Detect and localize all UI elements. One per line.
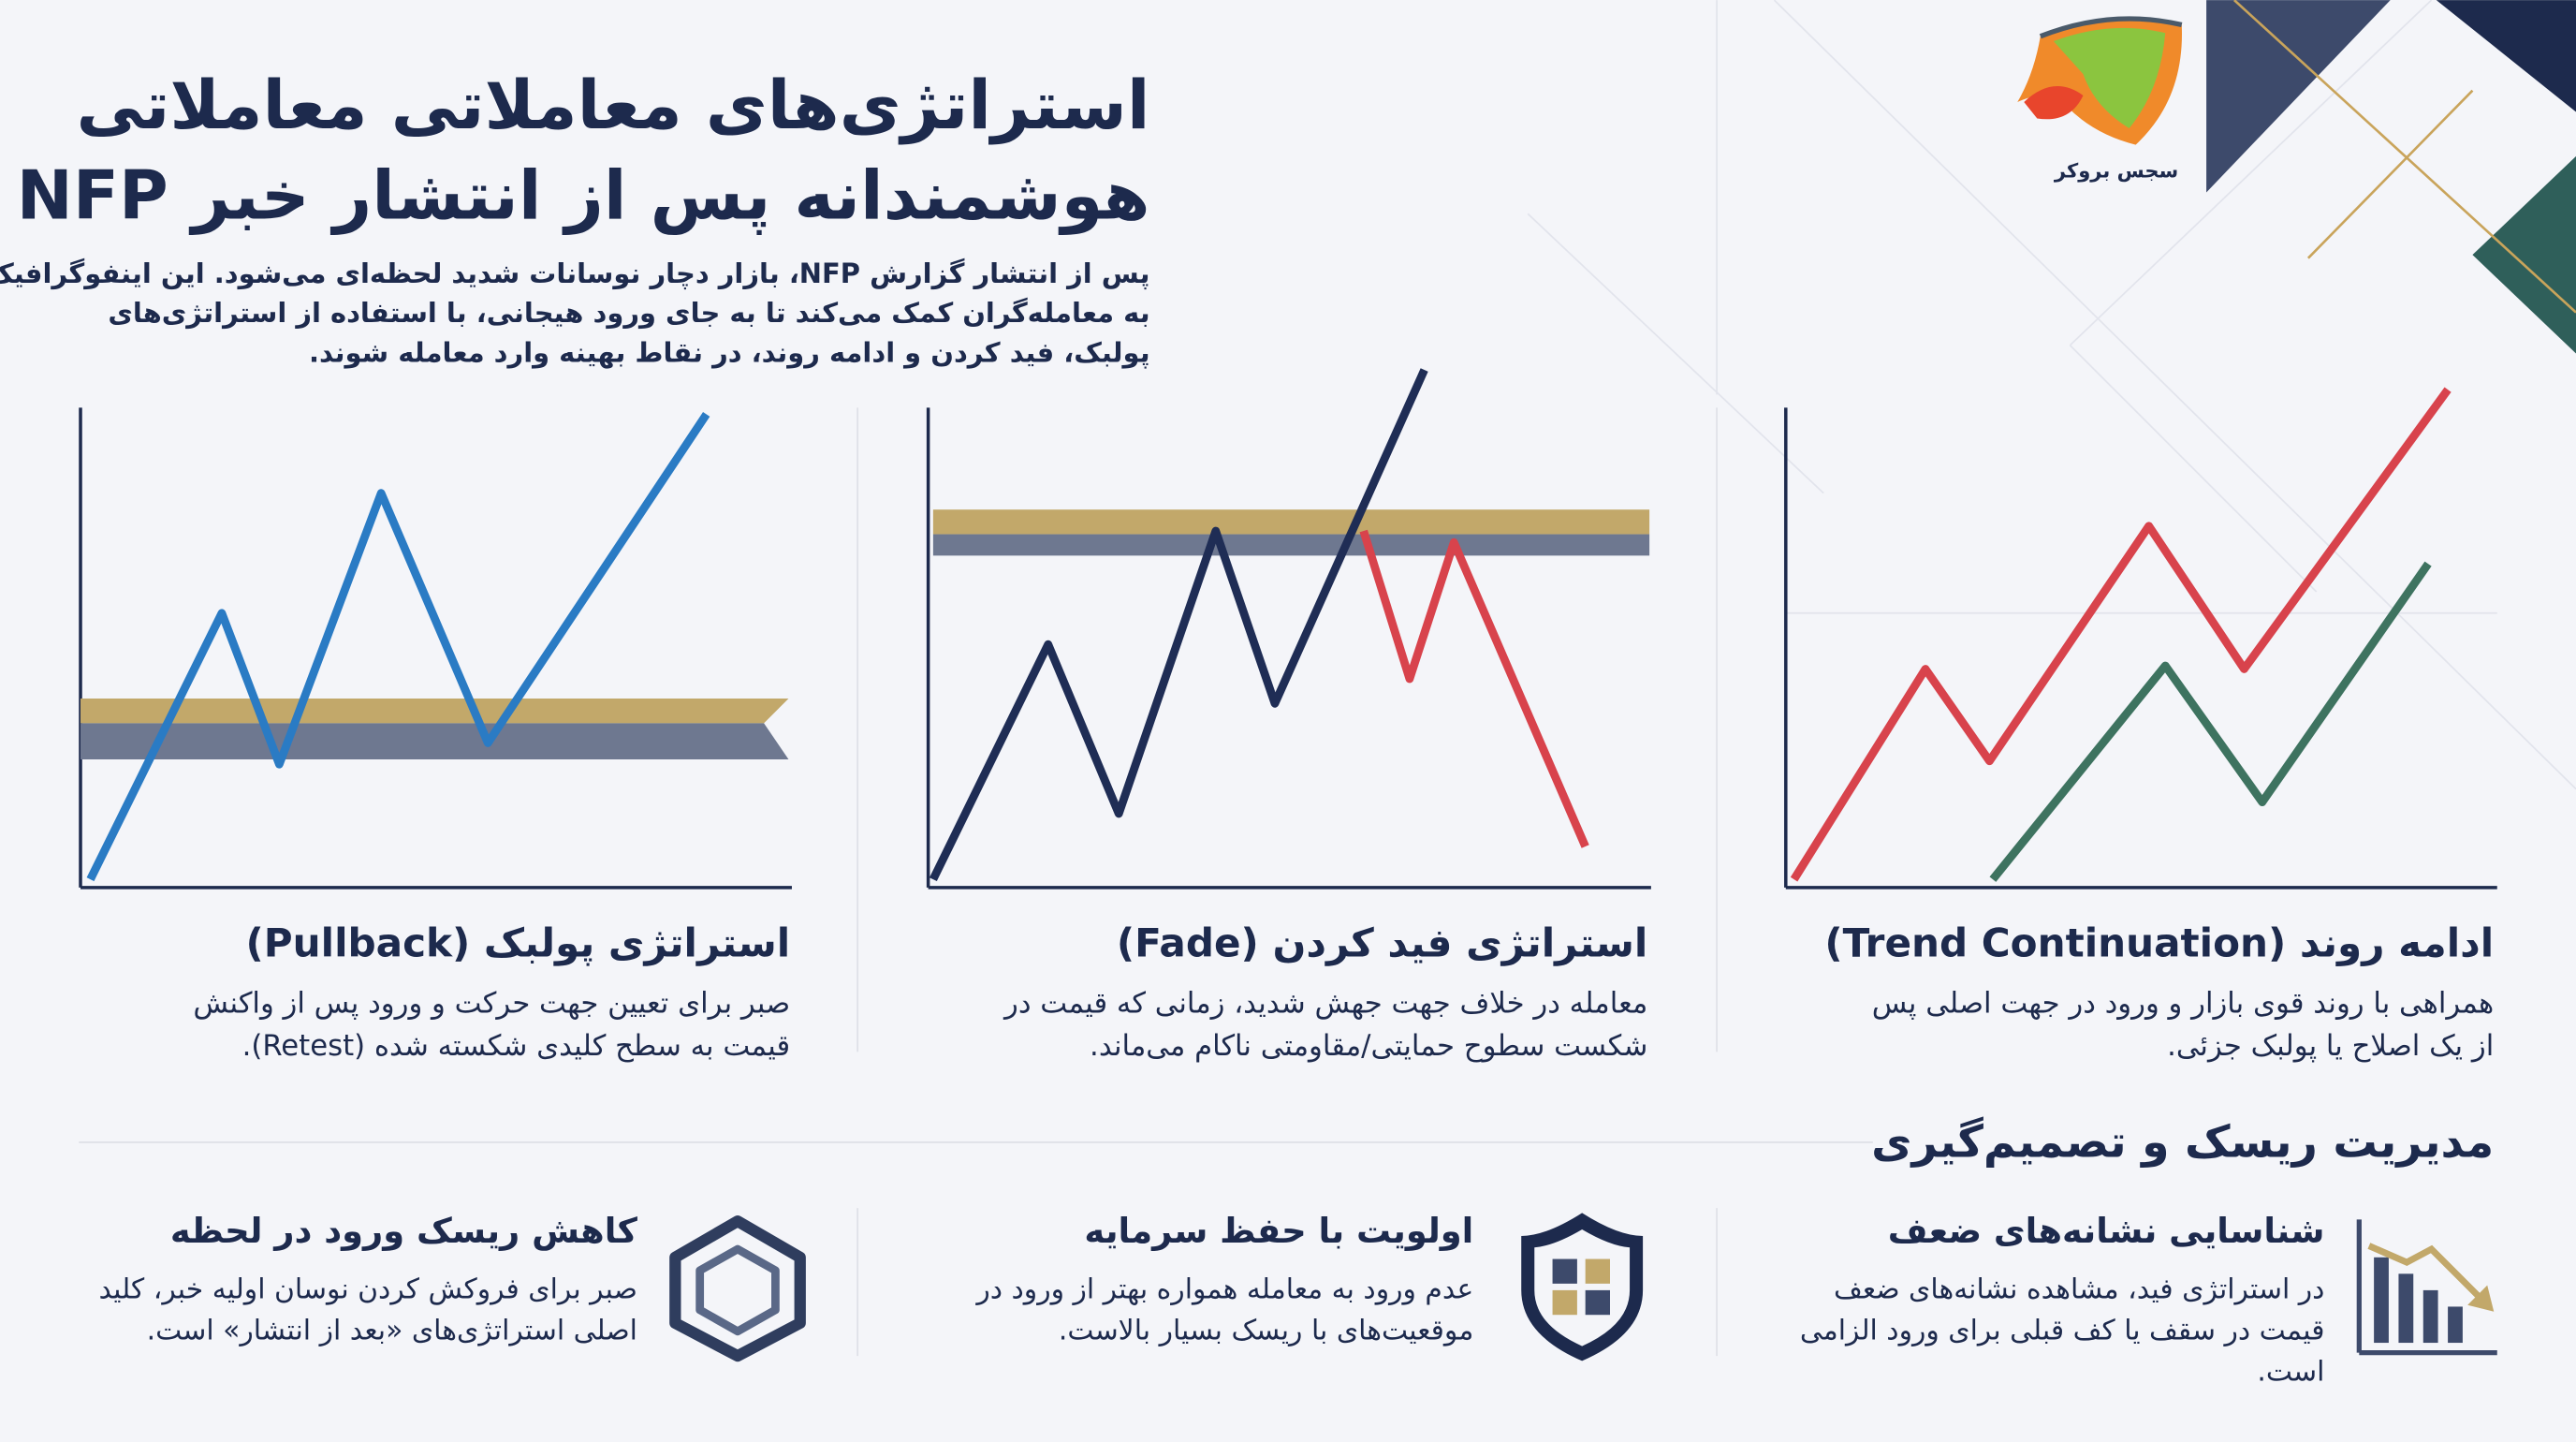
title-line: استراتژی‌های معاملاتی معاملاتی: [77, 66, 1150, 145]
risk-item-description: است.: [2257, 1355, 2324, 1388]
entry-risk-icon: [669, 1215, 806, 1362]
risk-item-description: صبر برای فروکش کردن نوسان اولیه خبر، کلی…: [98, 1273, 637, 1306]
strategy-title: ادامه روند (Trend Continuation): [1824, 920, 2494, 967]
strategy-title: استراتژی فید کردن (Fade): [1117, 920, 1647, 967]
separators: [79, 407, 1873, 1357]
risk-item-description: عدم ورود به معامله همواره بهتر از ورود د…: [974, 1273, 1473, 1306]
weakness-icon: [2356, 1219, 2497, 1356]
strategy-description: همراهی با روند قوی بازار و ورود در جهت ا…: [1872, 986, 2494, 1020]
strategy-description: صبر برای تعیین جهت حرکت و ورود پس از واک…: [193, 986, 790, 1020]
pullback-diagram: [79, 407, 792, 890]
decor-gold-lines: [2233, 0, 2576, 314]
title-line: هوشمندانه پس از انتشار خبر NFP: [17, 156, 1150, 236]
fade-diagram: [926, 368, 1651, 890]
risk-item-description: در استراتژی فید، مشاهده نشانه‌های ضعف: [1834, 1273, 2325, 1306]
background-decor: [1527, 0, 2576, 790]
risk-item-description: موقعیت‌های با ریسک بسیار بالاست.: [1059, 1315, 1473, 1347]
decor-triangle: [2206, 0, 2391, 193]
intro-line: پس از انتشار گزارش NFP، بازار دچار نوسان…: [0, 258, 1150, 290]
risk-item-title: کاهش ریسک ورود در لحظه: [170, 1211, 638, 1251]
capital-shield-icon: [1521, 1213, 1644, 1361]
logo-text: سجس بروکر: [2054, 159, 2178, 183]
risk-item-title: اولویت با حفظ سرمایه: [1084, 1211, 1473, 1251]
risk-item-description: قیمت در سقف یا کف قبلی برای ورود الزامی: [1800, 1315, 2325, 1347]
risk-title: مدیریت ریسک و تصمیم‌گیری: [1871, 1116, 2494, 1169]
intro-line: پولبک، فید کردن و ادامه روند، در نقاط به…: [309, 336, 1150, 369]
risk-item-title: شناسایی نشانه‌های ضعف: [1888, 1211, 2325, 1251]
logo: [2017, 16, 2183, 145]
decor-triangle: [2472, 155, 2576, 354]
decor-triangle: [2436, 0, 2576, 112]
strategy-description: از یک اصلاح یا پولبک جزئی.: [2167, 1029, 2494, 1063]
risk-item-description: اصلی استراتژی‌های «بعد از انتشار» است.: [147, 1315, 637, 1347]
strategy-title: استراتژی پولبک (Pullback): [246, 920, 791, 967]
intro-line: به معامله‌گران کمک می‌کند تا به جای ورود…: [108, 297, 1149, 329]
strategy-description: شکست سطوح حمایتی/مقاومتی ناکام می‌ماند.: [1090, 1029, 1647, 1063]
trend-diagram: [1784, 387, 2497, 890]
strategy-description: قیمت به سطح کلیدی شکسته شده (Retest).: [242, 1029, 791, 1063]
strategy-description: معامله در خلاف جهت جهش شدید، زمانی که قی…: [1003, 986, 1647, 1020]
